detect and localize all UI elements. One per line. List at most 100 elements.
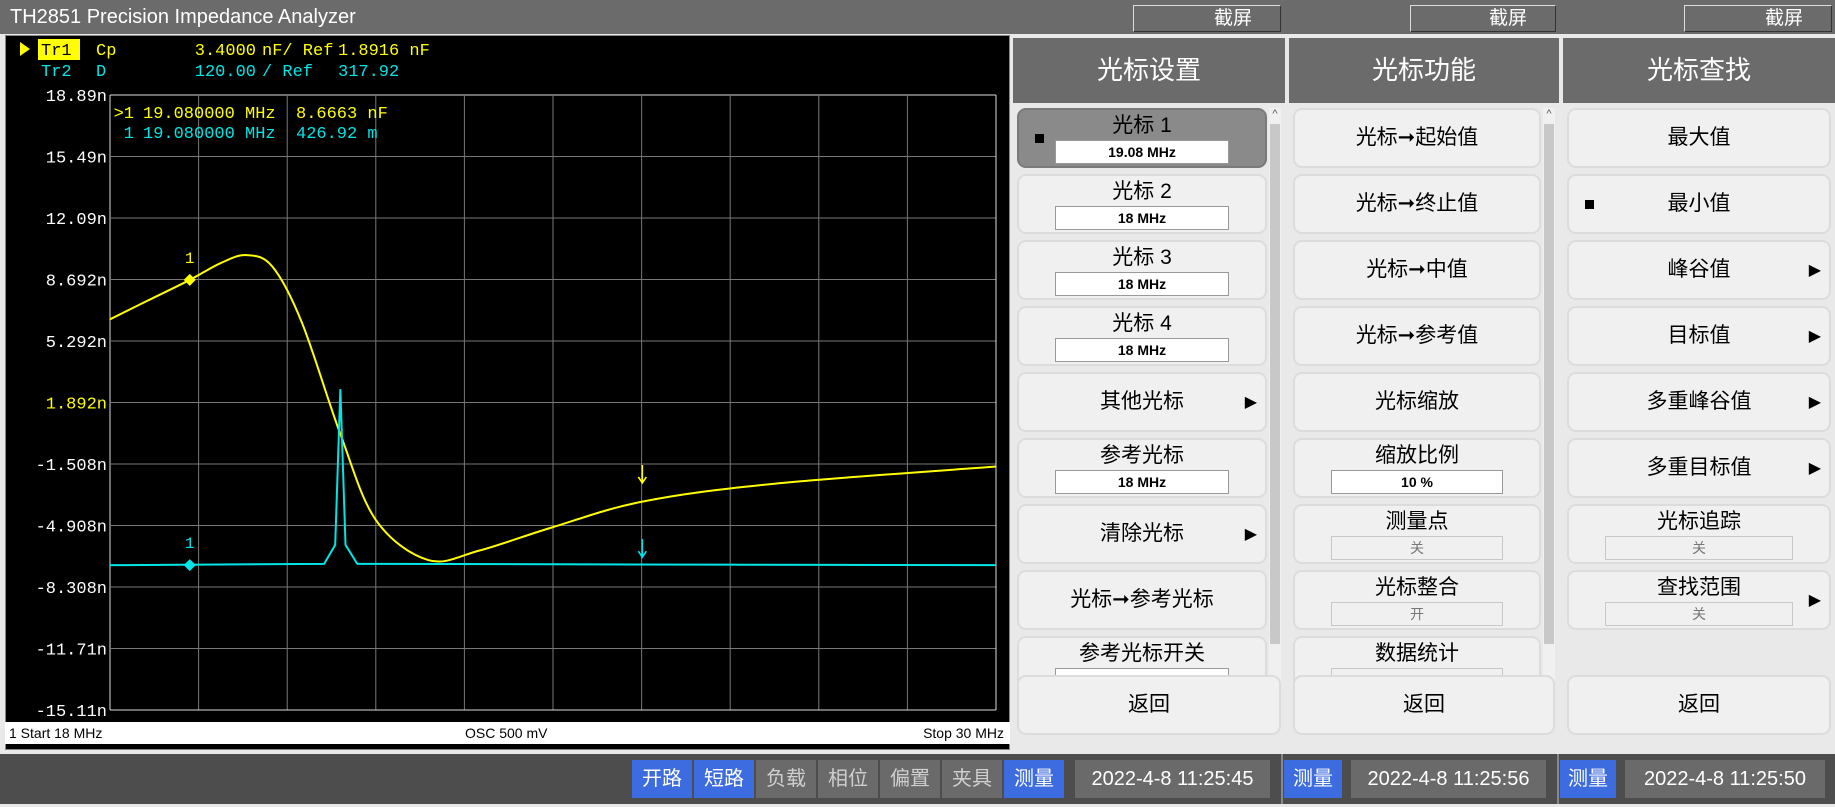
panel-title: 光标设置	[1013, 38, 1285, 103]
panel-3: 光标查找 最大值 最小值 峰谷值 ▶ 目标值 ▶ 多重峰谷值 ▶ 多重目标值 ▶ 光标追踪关查找范围关…	[1563, 38, 1835, 736]
marker-1-tr2-diamond	[183, 559, 196, 572]
y-tick-label: -15.11n	[36, 703, 107, 721]
panel-scrollbar[interactable]: ^v	[1269, 108, 1281, 708]
cal-button[interactable]: 负载	[756, 760, 816, 798]
start-frequency: 1 Start 18 MHz	[9, 725, 103, 741]
menu-button-label: 缩放比例	[1375, 444, 1459, 467]
menu-button-label: 数据统计	[1375, 642, 1459, 665]
back-button-label: 返回	[1128, 693, 1170, 716]
scroll-up-icon[interactable]: ^	[1272, 108, 1278, 120]
menu-button[interactable]: 光标 3 18 MHz	[1017, 240, 1267, 300]
menu-button[interactable]: 目标值 ▶	[1567, 306, 1831, 366]
divider	[1281, 754, 1283, 804]
menu-button[interactable]: 多重峰谷值 ▶	[1567, 372, 1831, 432]
submenu-arrow-icon: ▶	[1808, 262, 1821, 279]
menu-button[interactable]: 光标整合开	[1293, 570, 1541, 630]
marker-readout-id: 1	[124, 125, 134, 144]
menu-button[interactable]: 光标➞中值	[1293, 240, 1541, 300]
bottom-bar: 开路 短路 负载 相位 偏置 夹具 测量 2022-4-8 11:25:45 测量 2022-4-…	[0, 754, 1835, 804]
menu-button-label: 最小值	[1667, 192, 1731, 215]
marker-readout-value: 8.6663 nF	[296, 105, 388, 124]
y-tick-label: 12.09n	[46, 211, 107, 230]
menu-button[interactable]: 光标➞参考值	[1293, 306, 1541, 366]
cal-button[interactable]: 偏置	[880, 760, 940, 798]
screenshot-button-2[interactable]: 截屏	[1410, 5, 1556, 32]
datetime-2: 2022-4-8 11:25:56	[1351, 760, 1546, 798]
menu-button-label: 光标➞参考光标	[1070, 588, 1214, 611]
menu-button[interactable]: 光标➞终止值	[1293, 174, 1541, 234]
selected-bullet-icon	[1035, 134, 1044, 143]
datetime-1: 2022-4-8 11:25:45	[1075, 760, 1270, 798]
y-tick-label: 1.892n	[46, 396, 107, 415]
menu-button-label: 最大值	[1667, 126, 1731, 149]
menu-button[interactable]: 参考光标 18 MHz	[1017, 438, 1267, 498]
menu-button-label: 光标➞终止值	[1355, 192, 1479, 215]
menu-button[interactable]: 光标➞起始值	[1293, 108, 1541, 168]
menu-button[interactable]: 其他光标 ▶	[1017, 372, 1267, 432]
menu-button-value: 关	[1605, 536, 1793, 560]
measure-button-2[interactable]: 测量	[1284, 760, 1342, 798]
sweep-status-bar: 1 Start 18 MHz OSC 500 mV Stop 30 MHz	[5, 722, 1010, 744]
tr2-ref: 317.92	[338, 63, 399, 82]
menu-button[interactable]: 缩放比例 10 %	[1293, 438, 1541, 498]
marker-readout-frequency: 19.080000 MHz	[143, 125, 276, 144]
panel-item-list: 最大值最小值峰谷值 ▶ 目标值 ▶ 多重峰谷值 ▶ 多重目标值 ▶ 光标追踪关查找范围关 ▶	[1563, 108, 1835, 708]
reference-marker-tr2-arrow	[637, 539, 648, 559]
submenu-arrow-icon: ▶	[1808, 394, 1821, 411]
menu-button[interactable]: 清除光标 ▶	[1017, 504, 1267, 564]
trace-plot[interactable]: 18.89n 15.49n 12.09n 8.692n 5.292n 1.892n -1.5…	[5, 35, 1010, 750]
menu-button[interactable]: 查找范围关 ▶	[1567, 570, 1831, 630]
menu-button-label: 参考光标开关	[1079, 642, 1205, 665]
menu-button-label: 测量点	[1385, 510, 1449, 533]
tr1-ref: 1.8916 nF	[338, 42, 430, 61]
menu-button[interactable]: 测量点关	[1293, 504, 1541, 564]
panel-scrollbar[interactable]: ^v	[1543, 108, 1555, 708]
menu-button[interactable]: 最小值	[1567, 174, 1831, 234]
screenshot-button-3[interactable]: 截屏	[1684, 5, 1832, 32]
y-tick-label: 5.292n	[46, 334, 107, 353]
menu-button[interactable]: 最大值	[1567, 108, 1831, 168]
panel-item-list: 光标➞起始值光标➞终止值光标➞中值 光标➞参考值 光标缩放 缩放比例 10 % 测量点关光…	[1289, 108, 1559, 708]
cal-button[interactable]: 短路	[694, 760, 754, 798]
measure-button-3[interactable]: 测量	[1560, 760, 1616, 798]
y-tick-label: 8.692n	[46, 273, 107, 292]
menu-button[interactable]: 多重目标值 ▶	[1567, 438, 1831, 498]
screenshot-button-1[interactable]: 截屏	[1133, 5, 1281, 32]
tr2-param: D	[96, 63, 106, 82]
back-button[interactable]: 返回	[1017, 675, 1281, 735]
window-title: TH2851 Precision Impedance Analyzer	[0, 0, 1835, 34]
marker-readout-id: >1	[114, 105, 134, 124]
menu-button[interactable]: 光标 2 18 MHz	[1017, 174, 1267, 234]
menu-button-label: 峰谷值	[1667, 258, 1731, 281]
scrollbar-thumb[interactable]	[1544, 124, 1554, 644]
y-tick-label: -4.908n	[36, 519, 107, 538]
menu-button[interactable]: 光标追踪关	[1567, 504, 1831, 564]
menu-button[interactable]: 光标 1 19.08 MHz	[1017, 108, 1267, 168]
scroll-up-icon[interactable]: ^	[1546, 108, 1552, 120]
y-tick-label: 15.49n	[46, 150, 107, 169]
cal-button[interactable]: 夹具	[942, 760, 1002, 798]
tr1-param: Cp	[96, 42, 116, 61]
menu-button-value: 19.08 MHz	[1055, 140, 1229, 164]
menu-button[interactable]: 光标缩放	[1293, 372, 1541, 432]
scrollbar-thumb[interactable]	[1270, 124, 1280, 644]
measure-button-1[interactable]: 测量	[1004, 760, 1064, 798]
tr2-scale: 120.00	[195, 63, 256, 82]
active-trace-pointer-icon	[20, 42, 30, 56]
menu-button[interactable]: 光标 4 18 MHz	[1017, 306, 1267, 366]
cal-button[interactable]: 开路	[632, 760, 692, 798]
stop-frequency: Stop 30 MHz	[923, 725, 1004, 741]
menu-button-label: 光标 2	[1112, 180, 1172, 203]
marker-readout-value: 426.92 m	[296, 125, 378, 144]
divider	[1557, 754, 1559, 804]
menu-button[interactable]: 光标➞参考光标	[1017, 570, 1267, 630]
back-button[interactable]: 返回	[1293, 675, 1555, 735]
marker-1-tr1-diamond	[183, 273, 196, 286]
menu-button[interactable]: 峰谷值 ▶	[1567, 240, 1831, 300]
cal-button[interactable]: 相位	[818, 760, 878, 798]
back-button[interactable]: 返回	[1567, 675, 1831, 735]
y-tick-label: -1.508n	[36, 457, 107, 476]
reference-marker-tr1-arrow	[637, 464, 648, 485]
menu-button-label: 清除光标	[1100, 522, 1184, 545]
back-button-label: 返回	[1403, 693, 1445, 716]
